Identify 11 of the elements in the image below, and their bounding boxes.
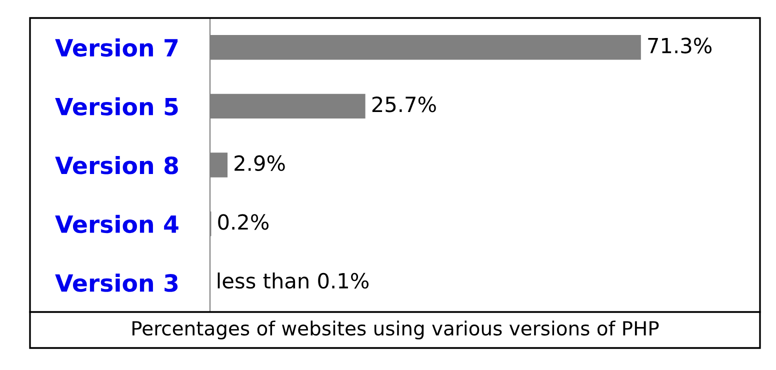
data-label: 2.9% (234, 155, 285, 172)
data-label: less than 0.1% (218, 272, 369, 289)
data-label: 25.7% (372, 96, 436, 112)
y-tick-label: Version 8 (55, 156, 178, 174)
data-label: 71.3% (648, 38, 712, 54)
y-tick-label: Version 4 (55, 214, 178, 234)
data-label: 0.2% (218, 214, 269, 230)
text: Percentages of websites using various versions of PHP (132, 320, 659, 340)
y-tick-label: Version 7 (55, 38, 178, 57)
y-tick-label: Version 3 (55, 274, 178, 292)
y-tick-label: Version 5 (55, 97, 178, 116)
